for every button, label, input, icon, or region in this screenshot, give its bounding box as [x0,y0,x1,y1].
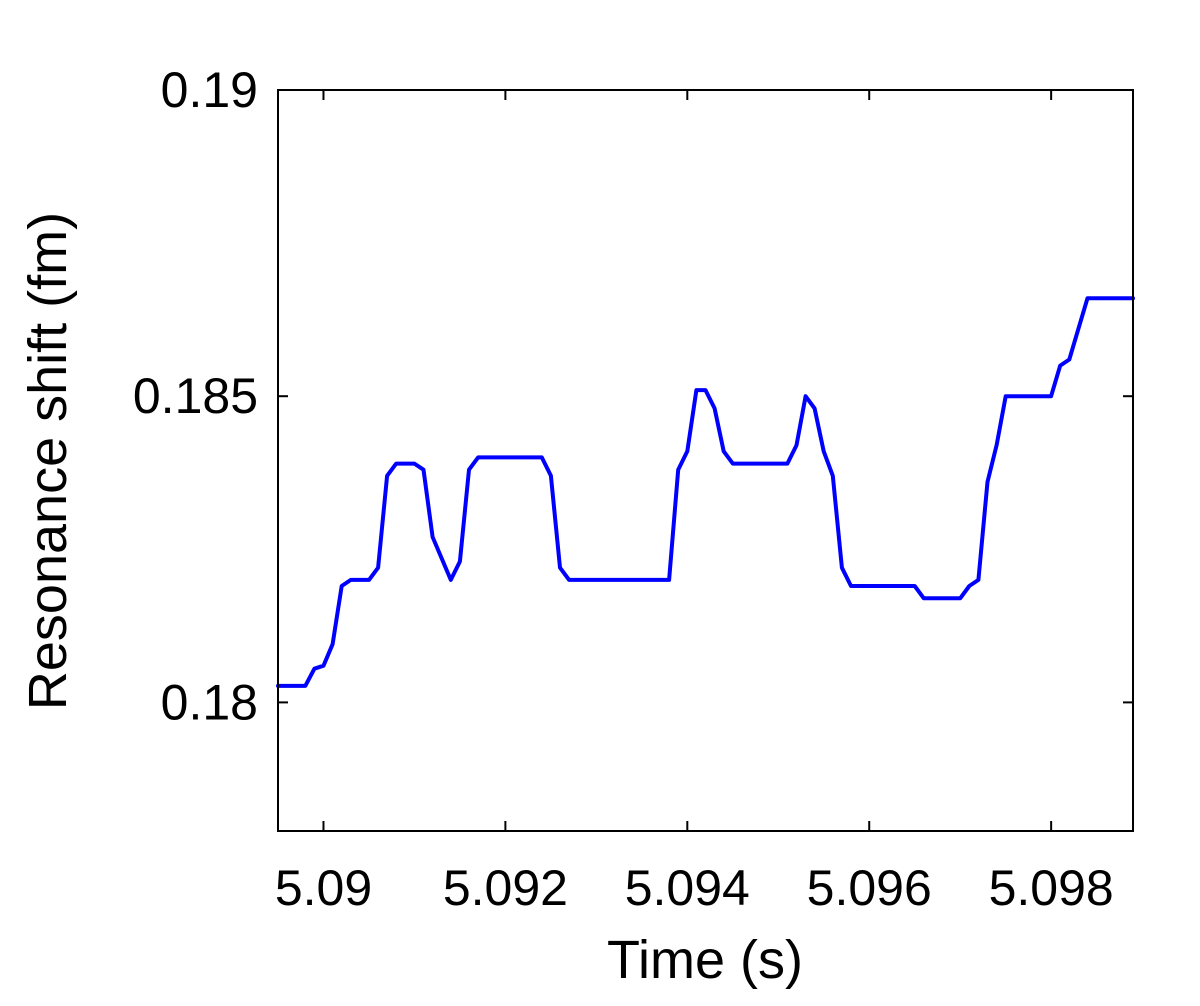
y-axis-title: Resonance shift (fm) [18,212,78,710]
x-tick-label: 5.094 [625,860,750,916]
y-tick-label: 0.185 [133,368,258,424]
x-tick-label: 5.096 [807,860,932,916]
tick-labels-layer: 5.09 5.092 5.094 5.096 5.098 0.18 0.185 0.19 [133,62,1114,916]
x-tick-label: 5.09 [275,860,372,916]
ticks-layer [278,89,1133,831]
y-tick-label: 0.18 [161,674,258,730]
series-layer [276,296,1135,688]
x-tick-label: 5.098 [989,860,1114,916]
series-line [276,296,1135,688]
plot-area-frame [277,89,1134,832]
y-tick-label: 0.19 [161,62,258,118]
x-axis-title: Time (s) [607,930,803,990]
x-tick-label: 5.092 [443,860,568,916]
